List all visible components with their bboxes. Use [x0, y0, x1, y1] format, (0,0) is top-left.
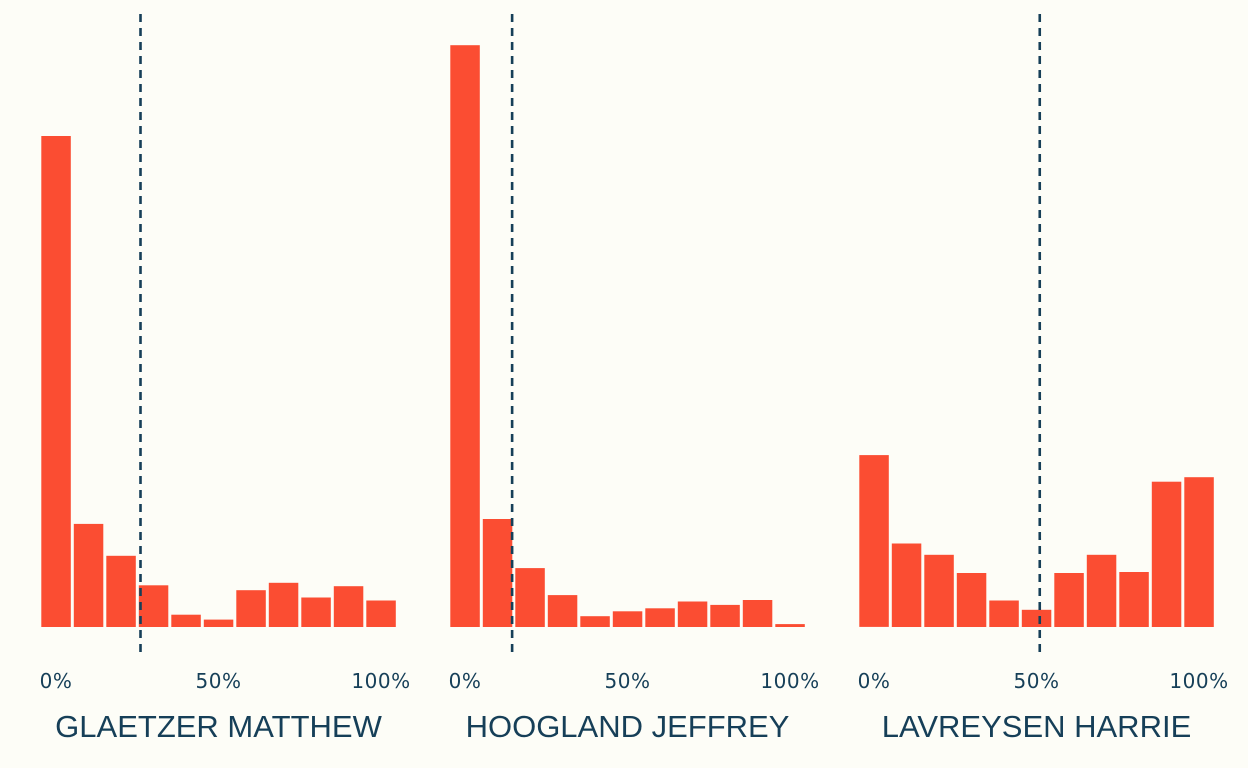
histogram-bar: [1086, 554, 1117, 627]
histogram-bar: [989, 600, 1019, 627]
histogram-bar: [482, 519, 513, 627]
x-tick-label: 0%: [449, 669, 482, 693]
x-tick-label: 0%: [858, 669, 891, 693]
histogram-bar: [138, 585, 169, 627]
histogram-bar: [859, 455, 889, 627]
panel-title: LAVREYSEN HARRIE: [882, 709, 1192, 744]
chart-panel: 0% 50% 100% HOOGLAND JEFFREY: [449, 14, 819, 744]
chart-panel: 0% 50% 100% LAVREYSEN HARRIE: [858, 14, 1228, 744]
histogram-bar: [891, 543, 922, 627]
histogram-bar: [1021, 609, 1052, 627]
histogram-bar: [236, 590, 266, 627]
histogram-bar: [775, 624, 805, 627]
x-tick-label: 50%: [196, 669, 242, 693]
histogram-bar: [450, 45, 480, 627]
panel-title: GLAETZER MATTHEW: [55, 709, 382, 744]
x-tick-label: 100%: [351, 669, 410, 693]
x-tick-label: 100%: [1169, 669, 1228, 693]
histogram-bar: [1119, 572, 1149, 627]
histogram-bar: [580, 616, 610, 627]
chart-panel: 0% 50% 100% GLAETZER MATTHEW: [40, 14, 410, 744]
panel-title: HOOGLAND JEFFREY: [466, 709, 790, 744]
histogram-bar: [1054, 573, 1084, 627]
histogram-bar: [710, 604, 740, 627]
x-tick-label: 50%: [1014, 669, 1060, 693]
histogram-bar: [203, 619, 234, 627]
histogram-bar: [301, 597, 331, 627]
histogram-bar: [515, 568, 545, 627]
histogram-bar: [677, 601, 708, 627]
x-tick-label: 50%: [605, 669, 651, 693]
histogram-bar: [106, 555, 136, 627]
x-tick-label: 100%: [760, 669, 819, 693]
histogram-bar: [171, 614, 201, 627]
histogram-bar: [1184, 477, 1214, 627]
x-tick-label: 0%: [40, 669, 73, 693]
histogram-bar: [268, 582, 299, 627]
histogram-bar: [742, 600, 773, 627]
histogram-bar: [1151, 481, 1182, 627]
histogram-bar: [612, 611, 643, 627]
histogram-bar: [645, 608, 675, 627]
histogram-bar: [41, 136, 71, 627]
histogram-bar: [924, 554, 954, 627]
histogram-bar: [333, 586, 364, 627]
histogram-bar: [366, 600, 396, 627]
histogram-bar: [73, 523, 104, 627]
histogram-bar: [547, 595, 578, 627]
histogram-bar: [956, 573, 987, 627]
